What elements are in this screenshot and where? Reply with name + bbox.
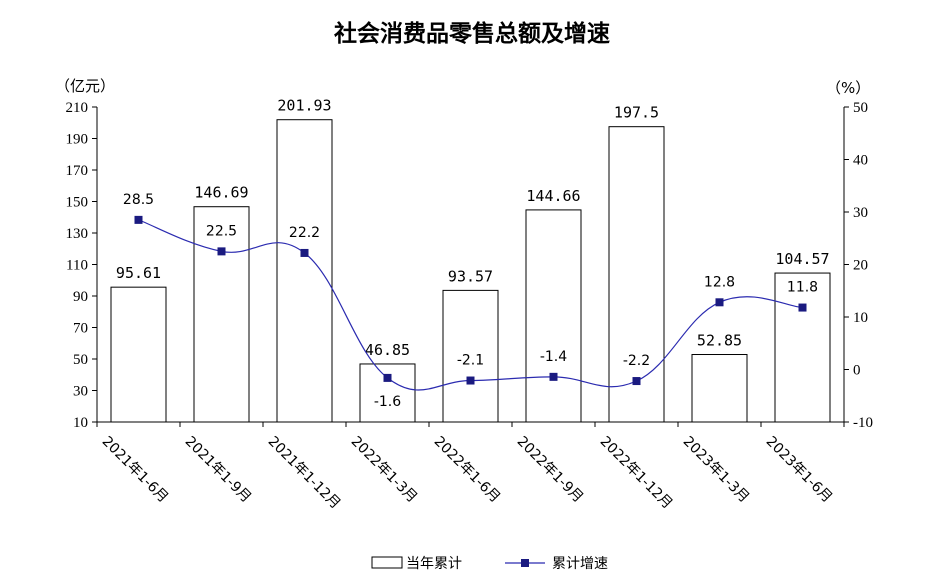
left-tick-label: 10 xyxy=(73,415,88,431)
left-tick-label: 90 xyxy=(73,289,88,305)
category-label: 2023年1-6月 xyxy=(763,434,835,506)
right-tick-label: 40 xyxy=(853,153,868,169)
line-marker xyxy=(632,377,641,386)
line-marker xyxy=(466,376,475,385)
line-data-label: -2.2 xyxy=(623,353,650,369)
growth-line xyxy=(138,219,803,391)
bar-data-labels: 95.61 146.69 201.93 46.85 93.57 144.66 197.5 52… xyxy=(116,97,830,359)
bar xyxy=(110,286,167,423)
left-tick-label: 150 xyxy=(66,195,89,211)
bar-data-label: 144.66 xyxy=(526,187,580,205)
left-tick-label: 110 xyxy=(66,258,88,274)
right-tick-label: 0 xyxy=(853,363,861,379)
bar xyxy=(359,363,416,423)
right-tick-label: 20 xyxy=(853,258,868,274)
left-tick-label: 70 xyxy=(73,321,88,337)
bar-data-label: 46.85 xyxy=(365,341,410,359)
line-data-label: -1.4 xyxy=(540,349,567,365)
left-tick-label: 170 xyxy=(66,163,89,179)
line-marker xyxy=(798,303,807,312)
bar xyxy=(691,354,748,423)
right-tick-label: 30 xyxy=(853,205,868,221)
line-marker xyxy=(383,373,392,382)
category-label: 2022年1-3月 xyxy=(348,434,420,506)
legend-line-marker xyxy=(521,559,529,567)
bar-data-label: 201.93 xyxy=(277,97,331,115)
right-tick-label: -10 xyxy=(853,415,873,431)
bar xyxy=(193,206,250,423)
left-tick-label: 30 xyxy=(73,384,88,400)
left-tick-label: 50 xyxy=(73,352,88,368)
left-tick-label: 210 xyxy=(66,100,89,116)
right-tick-label: 50 xyxy=(853,100,868,116)
chart-title: 社会消费品零售总额及增速 xyxy=(334,20,610,47)
bar-data-label: 95.61 xyxy=(116,264,161,282)
category-label: 2023年1-3月 xyxy=(680,434,752,506)
line-data-label: 22.5 xyxy=(206,223,237,239)
bar-data-label: 52.85 xyxy=(697,332,742,350)
left-axis: 10 30 50 70 90 110 130 150 170 190 210 （亿元） xyxy=(55,77,115,431)
right-tick-label: 10 xyxy=(853,310,868,326)
line-data-label: -2.1 xyxy=(457,353,484,369)
line-data-label: -1.6 xyxy=(374,394,401,410)
bar-data-label: 93.57 xyxy=(448,267,493,285)
category-label: 2021年1-9月 xyxy=(182,434,254,506)
line-series xyxy=(134,215,807,391)
category-label: 2022年1-9月 xyxy=(514,434,586,506)
line-data-label: 11.8 xyxy=(787,280,818,296)
bar xyxy=(774,272,831,423)
legend-bar-swatch xyxy=(371,556,403,569)
right-axis: -10 0 10 20 30 40 50 （%） xyxy=(826,79,873,431)
bar-series xyxy=(110,119,831,423)
category-label: 2021年1-6月 xyxy=(99,434,171,506)
bar xyxy=(276,119,333,423)
category-label: 2022年1-6月 xyxy=(431,434,503,506)
line-marker xyxy=(217,247,226,256)
legend: 当年累计 累计增速 xyxy=(371,556,608,572)
line-data-label: 22.2 xyxy=(289,225,320,241)
category-label: 2022年1-12月 xyxy=(597,434,676,513)
line-marker xyxy=(134,215,143,224)
left-axis-unit: （亿元） xyxy=(55,77,115,95)
legend-line-label: 累计增速 xyxy=(552,556,608,572)
bar xyxy=(525,209,582,423)
line-marker xyxy=(300,248,309,257)
category-label: 2021年1-12月 xyxy=(265,434,344,513)
right-axis-unit: （%） xyxy=(826,79,870,97)
line-marker xyxy=(549,372,558,381)
line-data-labels: 28.5 22.5 22.2 -1.6 -2.1 -1.4 -2.2 12.8 11.8 xyxy=(123,192,818,410)
line-data-label: 12.8 xyxy=(704,274,735,290)
left-tick-label: 130 xyxy=(66,226,89,242)
bar-data-label: 197.5 xyxy=(614,104,659,122)
bar xyxy=(442,289,499,423)
left-tick-label: 190 xyxy=(66,132,89,148)
bar-data-label: 104.57 xyxy=(775,250,829,268)
bar-data-label: 146.69 xyxy=(194,184,248,202)
bar xyxy=(608,126,665,423)
category-labels: 2021年1-6月 2021年1-9月 2021年1-12月 2022年1-3月 202… xyxy=(96,421,845,513)
line-marker xyxy=(715,298,724,307)
line-data-label: 28.5 xyxy=(123,192,154,208)
legend-bar-label: 当年累计 xyxy=(406,556,462,572)
